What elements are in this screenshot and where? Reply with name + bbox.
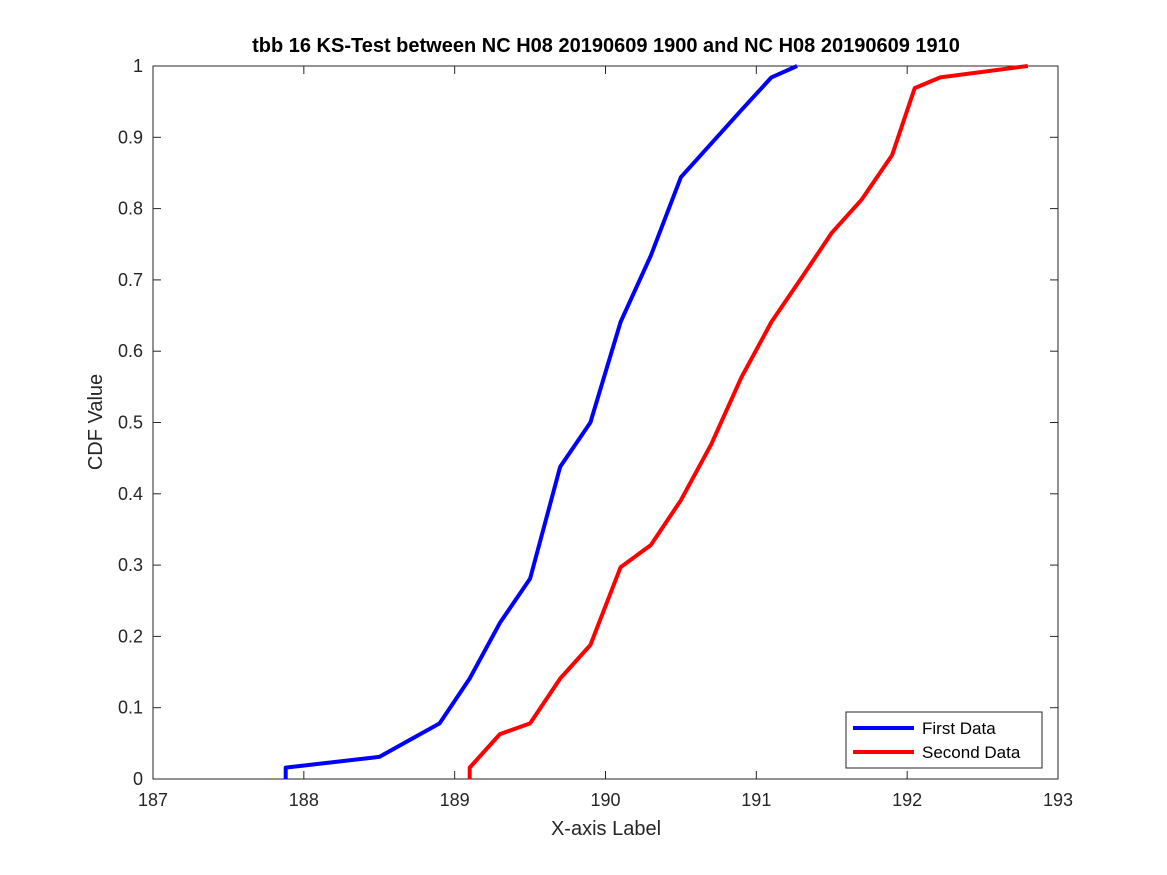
plot-area-box <box>152 65 1059 780</box>
series-line-second-data <box>467 64 1029 779</box>
y-tick-label: 0.3 <box>118 555 143 575</box>
x-tick-label: 188 <box>289 790 319 810</box>
legend-label: First Data <box>922 719 996 738</box>
y-tick-label: 0.5 <box>118 413 143 433</box>
y-tick-label: 0.8 <box>118 199 143 219</box>
chart-title: tbb 16 KS-Test between NC H08 20190609 1… <box>252 35 960 57</box>
y-tick-label: 0.9 <box>118 127 143 147</box>
y-tick-label: 1 <box>133 56 143 76</box>
legend-label: Second Data <box>922 743 1021 762</box>
x-tick-label: 192 <box>892 790 922 810</box>
y-tick-label: 0 <box>133 769 143 789</box>
y-axis-label: CDF Value <box>85 374 107 470</box>
x-tick-label: 191 <box>741 790 771 810</box>
x-tick-label: 187 <box>138 790 168 810</box>
x-tick-label: 193 <box>1043 790 1073 810</box>
legend-box <box>845 711 1043 769</box>
series-line-first-data <box>283 64 798 779</box>
y-tick-label: 0.1 <box>118 698 143 718</box>
y-tick-label: 0.2 <box>118 626 143 646</box>
y-tick-label: 0.6 <box>118 341 143 361</box>
y-tick-label: 0.7 <box>118 270 143 290</box>
x-axis-label: X-axis Label <box>551 818 661 840</box>
x-tick-label: 189 <box>440 790 470 810</box>
y-tick-label: 0.4 <box>118 484 143 504</box>
x-tick-label: 190 <box>590 790 620 810</box>
